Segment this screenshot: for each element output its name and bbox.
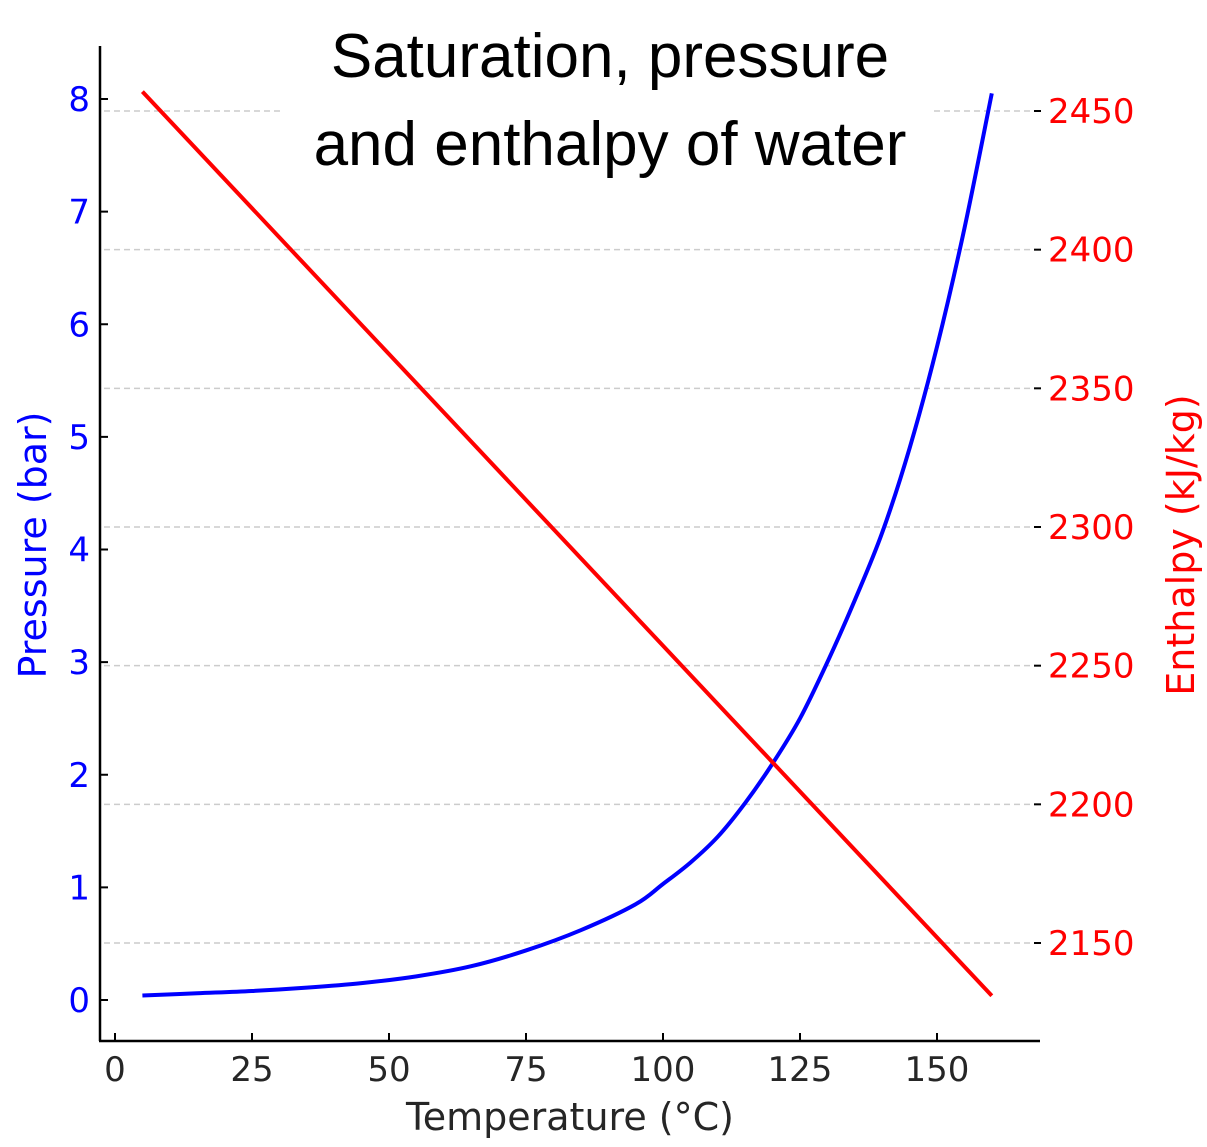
x-tick-label-25: 25 (230, 1050, 273, 1090)
x-tick-label-0: 0 (104, 1050, 126, 1090)
x-tick-label-125: 125 (768, 1050, 833, 1090)
gridlines (104, 110, 1034, 944)
y-left-tick-label-4: 4 (68, 531, 90, 571)
y-right-tick-label-2450: 2450 (1048, 92, 1135, 132)
y-axis-left-label: Pressure (bar) (11, 411, 55, 678)
chart-title-line-1: Saturation, pressure (331, 22, 889, 91)
chart-title-line-2: and enthalpy of water (314, 110, 907, 179)
x-tick-label-100: 100 (631, 1050, 696, 1090)
x-tick-label-75: 75 (504, 1050, 547, 1090)
y-left-tick-label-2: 2 (68, 756, 90, 796)
x-axis-label: Temperature (°C) (405, 1095, 734, 1139)
y-left-tick-label-1: 1 (68, 868, 90, 908)
series-line-enthalpy (140, 90, 994, 998)
y-right-tick-label-2350: 2350 (1048, 369, 1135, 409)
y-left-tick-label-8: 8 (68, 80, 90, 120)
y-right-tick-label-2250: 2250 (1048, 647, 1135, 687)
y-right-tick-label-2200: 2200 (1048, 785, 1135, 825)
x-tick-label-50: 50 (367, 1050, 410, 1090)
x-tick-label-150: 150 (905, 1050, 970, 1090)
y-right-tick-label-2300: 2300 (1048, 508, 1135, 548)
title-background (282, 12, 934, 192)
y-left-tick-label-3: 3 (68, 643, 90, 683)
y-right-tick-label-2400: 2400 (1048, 231, 1135, 271)
y-axis-right-label: Enthalpy (kJ/kg) (1159, 394, 1203, 695)
series-line-pressure (142, 92, 994, 998)
y-left-tick-label-7: 7 (68, 193, 90, 233)
y-right-tick-label-2150: 2150 (1048, 924, 1135, 964)
series-group (140, 90, 994, 998)
y-left-tick-label-6: 6 (68, 305, 90, 345)
y-left-tick-label-5: 5 (68, 418, 90, 458)
y-left-tick-label-0: 0 (68, 981, 90, 1021)
ticks: 0 25 50 75 100 125 150 0 1 2 3 4 5 6 7 8 2150 2200 2250 230… (68, 80, 1134, 1090)
